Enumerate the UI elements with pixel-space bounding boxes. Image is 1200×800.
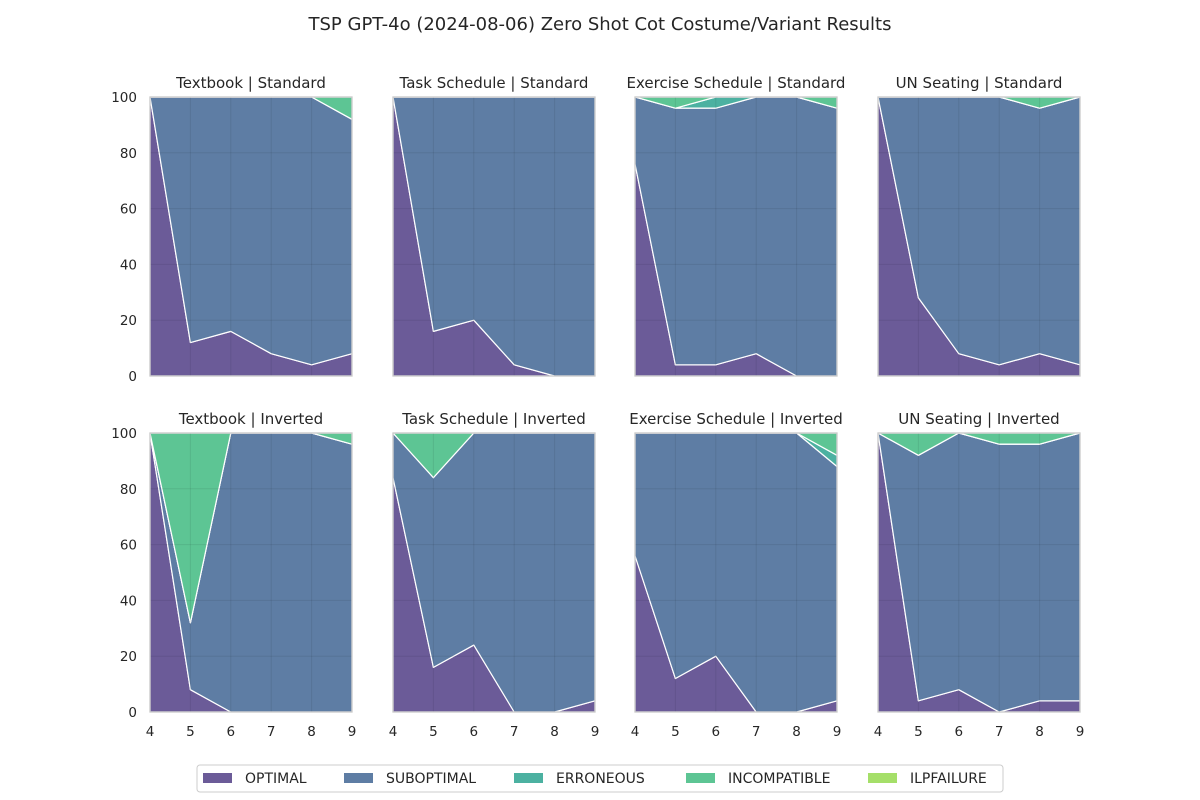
x-tick-label: 4: [631, 724, 640, 740]
legend-label: OPTIMAL: [245, 771, 307, 787]
plot-frame: [634, 432, 838, 713]
y-tick-label: 80: [120, 146, 137, 162]
y-tick-label: 20: [120, 649, 137, 665]
x-tick-label: 9: [348, 724, 357, 740]
legend-swatch: [514, 773, 543, 783]
subplot-title: Task Schedule | Standard: [399, 74, 589, 92]
subplot-title: Textbook | Standard: [175, 74, 326, 92]
y-tick-label: 100: [111, 90, 137, 106]
legend-item-erroneous: ERRONEOUS: [514, 771, 645, 787]
subplot-exercise-schedule-inverted: Exercise Schedule | Inverted 4 5 6 7 8 9: [629, 410, 843, 740]
subplot-title: Exercise Schedule | Inverted: [629, 410, 843, 428]
x-tick-label: 5: [671, 724, 680, 740]
plot-frame: [392, 96, 596, 377]
plot-frame: [149, 432, 353, 713]
figure-title: TSP GPT-4o (2024-08-06) Zero Shot Cot Co…: [308, 14, 892, 35]
x-tick-label: 7: [510, 724, 519, 740]
plot-frame: [877, 432, 1081, 713]
x-tick-label: 6: [227, 724, 236, 740]
x-tick-label: 4: [146, 724, 155, 740]
plot-frame: [149, 96, 353, 377]
x-tick-label: 8: [792, 724, 801, 740]
x-tick-label: 7: [267, 724, 276, 740]
subplot-exercise-schedule-standard: Exercise Schedule | Standard: [627, 74, 846, 377]
legend-swatch: [868, 773, 897, 783]
subplot-title: Exercise Schedule | Standard: [627, 74, 846, 92]
y-tick-label: 60: [120, 538, 137, 554]
subplot-un-seating-standard: UN Seating | Standard: [877, 74, 1081, 377]
legend-item-suboptimal: SUBOPTIMAL: [344, 771, 476, 787]
legend-swatch: [686, 773, 715, 783]
legend-label: INCOMPATIBLE: [728, 771, 830, 787]
plot-frame: [877, 96, 1081, 377]
x-tick-label: 7: [752, 724, 761, 740]
subplot-title: UN Seating | Inverted: [898, 410, 1059, 428]
legend-box: [196, 764, 1004, 793]
legend-swatch: [203, 773, 232, 783]
x-tick-label: 5: [429, 724, 438, 740]
x-tick-label: 7: [995, 724, 1004, 740]
legend-item-incompatible: INCOMPATIBLE: [686, 771, 830, 787]
x-tick-label: 6: [955, 724, 964, 740]
subplot-textbook-standard: Textbook | Standard 0 20 40 60 80 100: [111, 74, 353, 385]
x-tick-label: 5: [186, 724, 195, 740]
y-tick-label: 0: [128, 369, 137, 385]
subplot-textbook-inverted: Textbook | Inverted 0 20 40 60 80 100 4 5 6 7 8 9: [111, 410, 356, 740]
legend-label: ILPFAILURE: [910, 771, 987, 787]
x-tick-label: 8: [307, 724, 316, 740]
x-tick-label: 9: [591, 724, 600, 740]
subplot-task-schedule-inverted: Task Schedule | Inverted 4 5 6 7 8 9: [389, 410, 600, 740]
y-tick-label: 0: [128, 705, 137, 721]
y-tick-label: 20: [120, 313, 137, 329]
legend-label: SUBOPTIMAL: [386, 771, 476, 787]
x-tick-label: 5: [914, 724, 923, 740]
x-tick-label: 6: [712, 724, 721, 740]
subplot-title: Textbook | Inverted: [178, 410, 323, 428]
x-tick-label: 9: [833, 724, 842, 740]
plot-frame: [634, 96, 838, 377]
plot-frame: [392, 432, 596, 713]
subplot-title: UN Seating | Standard: [896, 74, 1063, 92]
x-tick-label: 4: [389, 724, 398, 740]
y-tick-label: 60: [120, 202, 137, 218]
legend-swatch: [344, 773, 373, 783]
x-tick-label: 9: [1076, 724, 1085, 740]
x-tick-label: 8: [550, 724, 559, 740]
x-tick-label: 8: [1035, 724, 1044, 740]
legend: OPTIMAL SUBOPTIMAL ERRONEOUS INCOMPATIBLE IL…: [196, 764, 1004, 793]
legend-label: ERRONEOUS: [556, 771, 645, 787]
subplot-un-seating-inverted: UN Seating | Inverted 4 5 6 7 8 9: [874, 410, 1085, 740]
y-tick-label: 40: [120, 257, 137, 273]
legend-item-ilpfailure: ILPFAILURE: [868, 771, 987, 787]
x-tick-label: 6: [470, 724, 479, 740]
y-tick-label: 100: [111, 426, 137, 442]
subplot-task-schedule-standard: Task Schedule | Standard: [392, 74, 596, 377]
y-tick-label: 40: [120, 593, 137, 609]
x-tick-label: 4: [874, 724, 883, 740]
y-tick-label: 80: [120, 482, 137, 498]
legend-item-optimal: OPTIMAL: [203, 771, 307, 787]
subplot-title: Task Schedule | Inverted: [401, 410, 586, 428]
